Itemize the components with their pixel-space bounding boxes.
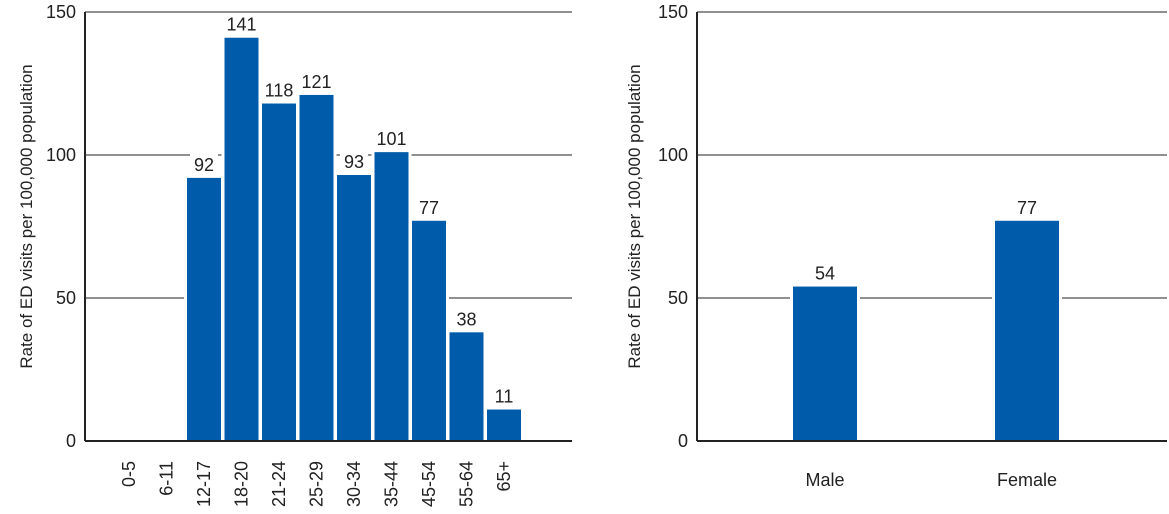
x-tick-labels: Male Female <box>805 470 1057 490</box>
y-tick-label-150: 150 <box>46 2 76 22</box>
x-tick-label-65+: 65+ <box>494 461 514 492</box>
bars <box>790 220 1062 441</box>
data-label-Female: 77 <box>1017 198 1037 218</box>
data-label-bg <box>297 70 336 91</box>
x-tick-label-55-64: 55-64 <box>457 461 477 507</box>
y-tick-labels: 0 50 100 150 <box>658 2 688 451</box>
x-tick-label-Male: Male <box>805 470 844 490</box>
data-label-bg <box>811 262 839 283</box>
x-tick-label-6-11: 6-11 <box>157 461 177 496</box>
data-label-25-29: 121 <box>301 72 331 92</box>
sex-chart: 54 77 0 50 100 150 Male Female Rate of ED visits… <box>625 2 1167 490</box>
data-label-bg <box>415 196 443 217</box>
data-label-45-54: 77 <box>419 198 439 218</box>
y-tick-labels: 0 50 100 150 <box>46 2 76 451</box>
data-label-bg <box>222 13 261 34</box>
bar-55-64 <box>449 332 484 441</box>
bar-12-17 <box>187 177 221 441</box>
bar-Male <box>793 286 857 441</box>
age-group-chart: 92 141 118 121 93 101 77 38 11 0 50 100 150 0-5 6-11 12… <box>17 2 572 507</box>
data-label-30-34: 93 <box>344 152 364 172</box>
bar-30-34 <box>337 175 371 441</box>
bar-35-44 <box>374 152 409 441</box>
bar-21-24 <box>262 103 296 442</box>
data-label-12-17: 92 <box>194 155 214 175</box>
data-label-bg <box>452 308 481 329</box>
x-tick-label-25-29: 25-29 <box>307 461 327 507</box>
x-tick-label-18-20: 18-20 <box>232 461 252 507</box>
data-label-Male: 54 <box>815 264 835 284</box>
bar-Female <box>995 220 1059 441</box>
data-label-18-20: 141 <box>226 15 256 35</box>
y-axis-title: Rate of ED visits per 100,000 population <box>17 64 36 368</box>
y-tick-label-50: 50 <box>668 288 688 308</box>
x-tick-label-35-44: 35-44 <box>382 461 402 507</box>
data-label-bg <box>490 385 518 406</box>
data-labels: 92 141 118 121 93 101 77 38 11 <box>190 13 518 407</box>
y-tick-label-100: 100 <box>46 145 76 165</box>
bar-25-29 <box>299 94 334 441</box>
axes <box>696 11 1167 442</box>
gridlines <box>697 11 1167 299</box>
data-label-bg <box>372 128 411 149</box>
y-tick-label-0: 0 <box>678 431 688 451</box>
x-tick-label-21-24: 21-24 <box>269 461 289 507</box>
x-tick-labels: 0-5 6-11 12-17 18-20 21-24 25-29 30-34 35-44 45-… <box>119 461 514 507</box>
bars <box>184 37 524 442</box>
bar-45-54 <box>412 220 446 441</box>
bar-18-20 <box>224 37 259 442</box>
x-tick-label-30-34: 30-34 <box>344 461 364 507</box>
data-labels: 54 77 <box>811 196 1041 284</box>
x-tick-label-0-5: 0-5 <box>119 461 139 487</box>
data-label-55-64: 38 <box>456 309 476 329</box>
y-tick-label-50: 50 <box>56 288 76 308</box>
y-tick-label-150: 150 <box>658 2 688 22</box>
data-label-bg <box>1013 196 1041 217</box>
data-label-bg <box>340 151 368 172</box>
data-label-65+: 11 <box>495 387 514 407</box>
y-tick-label-0: 0 <box>66 431 76 451</box>
data-label-21-24: 118 <box>265 81 294 101</box>
y-tick-label-100: 100 <box>658 145 688 165</box>
data-label-bg <box>190 153 218 174</box>
x-tick-label-45-54: 45-54 <box>419 461 439 507</box>
axes <box>84 11 572 442</box>
bar-65+ <box>487 409 521 441</box>
data-label-bg <box>260 79 298 100</box>
x-tick-label-Female: Female <box>997 470 1057 490</box>
x-tick-label-12-17: 12-17 <box>194 461 214 507</box>
y-axis-title: Rate of ED visits per 100,000 population <box>625 64 644 368</box>
data-label-35-44: 101 <box>376 129 406 149</box>
